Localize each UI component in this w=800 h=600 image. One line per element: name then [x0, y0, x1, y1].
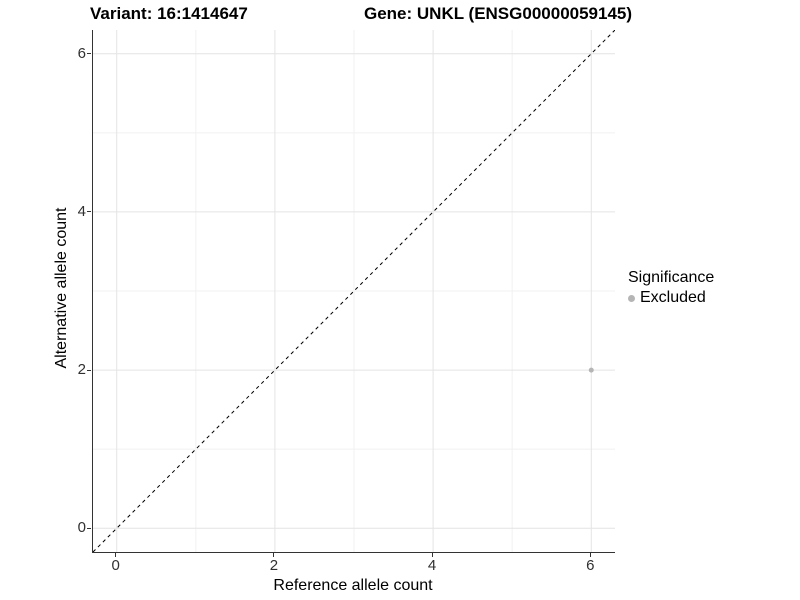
y-tick-label: 4 [77, 202, 86, 220]
y-tick-mark [87, 211, 91, 213]
plot-panel [92, 30, 615, 553]
legend-item-label: Excluded [640, 289, 706, 306]
x-tick-mark [273, 553, 275, 557]
x-tick-label: 0 [111, 557, 120, 574]
x-tick-mark [115, 553, 117, 557]
legend-item-excluded: Excluded [628, 288, 714, 308]
y-tick-mark [87, 53, 91, 55]
gene-title: Gene: UNKL (ENSG00000059145) [364, 4, 633, 23]
x-tick-label: 6 [586, 557, 595, 574]
y-tick-label: 6 [77, 44, 86, 62]
legend-title: Significance [628, 269, 715, 286]
data-point [588, 367, 594, 373]
y-axis-title: Alternative allele count [53, 207, 70, 369]
x-tick-mark [431, 553, 433, 557]
y-tick-label: 0 [77, 519, 86, 537]
y-tick-mark [87, 527, 91, 529]
x-axis-title: Reference allele count [273, 577, 433, 594]
legend-key-dot-icon [628, 294, 635, 302]
variant-title: Variant: 16:1414647 [90, 4, 248, 23]
y-tick-label: 2 [77, 361, 86, 379]
x-tick-mark [589, 553, 591, 557]
legend: Significance Excluded [628, 268, 714, 308]
plot-canvas [93, 30, 615, 552]
y-tick-mark [87, 369, 91, 371]
x-tick-label: 4 [427, 557, 437, 574]
x-tick-label: 2 [269, 557, 279, 574]
